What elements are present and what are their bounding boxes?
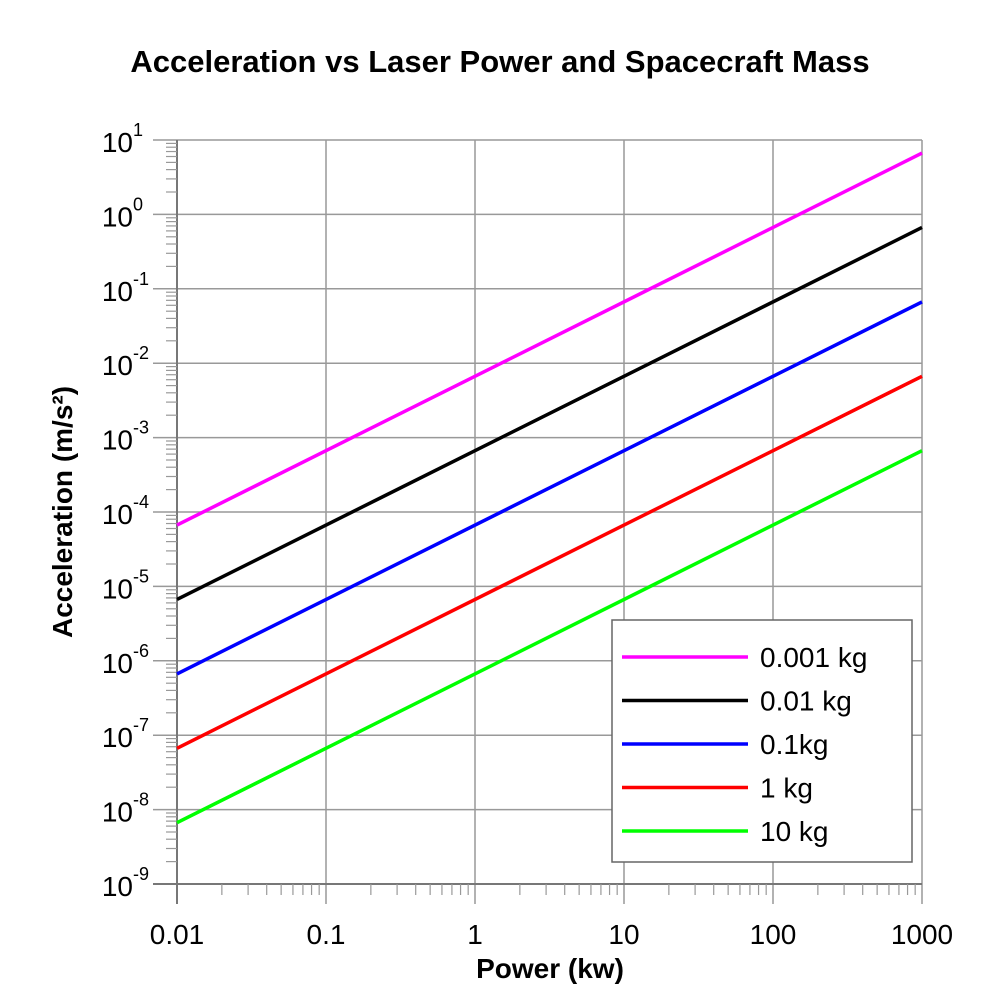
series-line-0-01-kg bbox=[176, 225, 923, 602]
x-tick-label: 0.1 bbox=[307, 919, 346, 950]
tick-base: 10 bbox=[102, 350, 133, 381]
y-tick-exponent: -2 bbox=[133, 343, 149, 363]
x-tick-label: 1 bbox=[467, 919, 483, 950]
y-tick-exponent: -9 bbox=[133, 864, 149, 884]
tick-base: 10 bbox=[102, 797, 133, 828]
y-tick-exponent: -5 bbox=[133, 566, 149, 586]
y-tick-label: 10 bbox=[102, 573, 133, 604]
series-line-10-kg bbox=[176, 449, 923, 825]
y-tick-label: 10 bbox=[102, 648, 133, 679]
x-tick-label: 0.01 bbox=[150, 919, 205, 950]
tick-base: 10 bbox=[102, 201, 133, 232]
legend-label: 0.1kg bbox=[760, 729, 829, 760]
tick-base: 10 bbox=[102, 648, 133, 679]
legend-box bbox=[611, 619, 913, 863]
y-tick-exponent: 0 bbox=[133, 194, 143, 214]
y-axis-label: Acceleration (m/s²) bbox=[47, 386, 78, 638]
tick-base: 10 bbox=[102, 573, 133, 604]
y-tick-exponent: 1 bbox=[133, 120, 143, 140]
tick-base: 10 bbox=[102, 722, 133, 753]
chart-title: Acceleration vs Laser Power and Spacecra… bbox=[130, 44, 869, 79]
tick-base: 10 bbox=[102, 871, 133, 902]
y-tick-exponent: -8 bbox=[133, 790, 149, 810]
y-tick-label: 10 bbox=[102, 127, 133, 158]
tick-base: 10 bbox=[102, 127, 133, 158]
y-tick-exponent: -7 bbox=[133, 715, 149, 735]
y-tick-label: 10 bbox=[102, 722, 133, 753]
series-line-0-001-kg bbox=[176, 151, 923, 527]
x-tick-label: 10 bbox=[608, 919, 639, 950]
x-axis-label: Power (kw) bbox=[476, 953, 624, 984]
y-tick-exponent: -4 bbox=[133, 492, 149, 512]
tick-base: 10 bbox=[102, 425, 133, 456]
y-tick-exponent: -3 bbox=[133, 418, 149, 438]
y-tick-label: 10 bbox=[102, 201, 133, 232]
tick-base: 10 bbox=[102, 499, 133, 530]
y-tick-exponent: -6 bbox=[133, 641, 149, 661]
tick-base: 10 bbox=[102, 276, 133, 307]
series-lines bbox=[176, 151, 923, 825]
x-tick-label: 100 bbox=[750, 919, 797, 950]
legend-label: 0.001 kg bbox=[760, 642, 867, 673]
legend-label: 10 kg bbox=[760, 816, 829, 847]
legend-label: 1 kg bbox=[760, 773, 813, 804]
x-tick-label: 1000 bbox=[891, 919, 953, 950]
y-tick-label: 10 bbox=[102, 276, 133, 307]
y-tick-label: 10 bbox=[102, 425, 133, 456]
legend-label: 0.01 kg bbox=[760, 686, 852, 717]
y-tick-label: 10 bbox=[102, 350, 133, 381]
y-tick-exponent: -1 bbox=[133, 269, 149, 289]
series-line-0-1kg bbox=[176, 300, 923, 676]
y-tick-label: 10 bbox=[102, 499, 133, 530]
y-tick-label: 10 bbox=[102, 871, 133, 902]
series-line-1-kg bbox=[176, 374, 923, 750]
y-tick-label: 10 bbox=[102, 797, 133, 828]
legend: 0.001 kg 0.01 kg 0.1kg 1 kg 10 kg bbox=[611, 619, 913, 863]
